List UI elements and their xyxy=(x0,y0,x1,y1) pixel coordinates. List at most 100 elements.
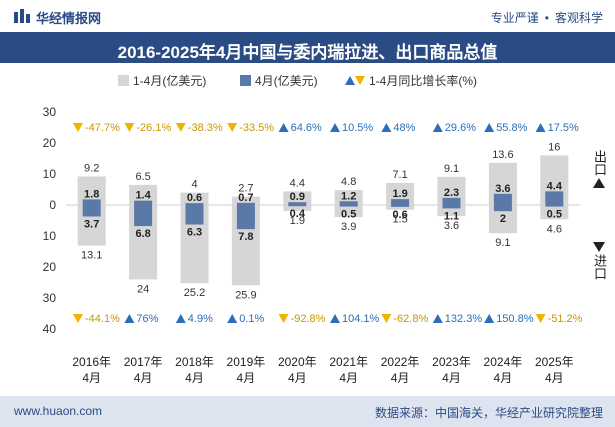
x-tick-label-line2: 4月 xyxy=(442,371,461,385)
x-tick-label-line2: 4月 xyxy=(237,371,256,385)
brand-logo-icon xyxy=(14,9,30,23)
title-bar: 2016-2025年4月中国与委内瑞拉进、出口商品总值 xyxy=(0,32,615,63)
export-growth-label: 64.6% xyxy=(291,122,322,134)
data-label-import-cumulative: 9.1 xyxy=(495,237,510,249)
tagline: 专业严谨 • 客观科学 xyxy=(491,9,603,26)
data-label-export-month: 1.8 xyxy=(84,188,99,200)
x-tick-label: 2021年 xyxy=(329,355,368,369)
data-label-import-cumulative: 24 xyxy=(137,283,149,295)
tagline-left: 专业严谨 xyxy=(490,11,539,25)
bar-export-month xyxy=(288,202,307,205)
bar-import-month xyxy=(339,205,358,207)
x-tick-label-line2: 4月 xyxy=(288,371,307,385)
bar-import-month xyxy=(82,205,101,217)
import-growth-label: -44.1% xyxy=(85,313,120,325)
data-label-export-cumulative: 4.8 xyxy=(341,176,356,188)
bar-import-month xyxy=(391,205,410,207)
data-label-export-month: 0.9 xyxy=(290,191,305,203)
tagline-separator: • xyxy=(544,11,549,25)
bar-export-month xyxy=(185,203,204,205)
legend-item-month: 4月(亿美元) xyxy=(240,72,318,89)
bar-import-month xyxy=(545,205,564,207)
bar-import-month xyxy=(288,205,307,207)
y-tick-label: 10 xyxy=(43,229,57,243)
bar-export-cumulative xyxy=(129,184,158,205)
growth-up-marker xyxy=(535,123,546,132)
import-growth-label: 0.1% xyxy=(239,313,264,325)
bar-export-cumulative xyxy=(231,196,260,205)
export-growth-label: 10.5% xyxy=(342,122,373,134)
x-tick-label-line2: 4月 xyxy=(339,371,358,385)
data-label-export-cumulative: 2.7 xyxy=(238,183,253,195)
import-label: 进口 xyxy=(592,254,607,280)
triangle-up-icon xyxy=(345,76,355,85)
export-side-label: 出口 xyxy=(591,150,607,188)
bar-import-month xyxy=(134,205,153,227)
bar-export-month xyxy=(545,191,564,205)
export-growth-label: -26.1% xyxy=(136,122,171,134)
legend-label-month: 4月(亿美元) xyxy=(255,74,318,88)
growth-down-marker xyxy=(381,314,392,323)
data-label-export-month: 1.9 xyxy=(392,188,407,200)
growth-down-marker xyxy=(535,314,546,323)
arrow-up-icon xyxy=(593,178,605,188)
import-growth-label: 4.9% xyxy=(188,313,213,325)
bar-import-cumulative xyxy=(386,205,415,210)
website-link[interactable]: www.huaon.com xyxy=(14,404,103,418)
bar-export-month xyxy=(442,197,461,205)
legend: 1-4月(亿美元) 4月(亿美元) 1-4月同比增长率(%) xyxy=(0,72,615,90)
data-label-export-month: 3.6 xyxy=(495,183,510,195)
bar-export-month xyxy=(236,202,255,205)
import-growth-label: 104.1% xyxy=(342,313,380,325)
import-growth-label: 150.8% xyxy=(496,313,534,325)
data-label-import-month: 7.8 xyxy=(238,231,253,243)
x-tick-label-line2: 4月 xyxy=(134,371,153,385)
x-tick-label: 2016年 xyxy=(72,355,111,369)
x-tick-label: 2017年 xyxy=(124,355,163,369)
x-tick-label: 2018年 xyxy=(175,355,214,369)
y-tick-label: 20 xyxy=(43,136,57,150)
bar-import-month xyxy=(236,205,255,230)
triangle-down-icon xyxy=(355,76,365,85)
bar-export-cumulative xyxy=(283,191,312,205)
bar-import-cumulative xyxy=(334,205,363,218)
y-tick-label: 10 xyxy=(43,167,57,181)
data-label-export-cumulative: 9.2 xyxy=(84,162,99,174)
import-growth-label: 132.3% xyxy=(445,313,483,325)
export-growth-label: -38.3% xyxy=(188,122,223,134)
legend-swatch-cumulative xyxy=(118,75,129,86)
y-tick-label: 30 xyxy=(43,291,57,305)
import-growth-label: 76% xyxy=(136,313,158,325)
y-tick-label: 0 xyxy=(49,198,56,212)
data-label-import-cumulative: 1.9 xyxy=(290,215,305,227)
bar-export-month xyxy=(134,200,153,205)
data-label-import-month: 0.6 xyxy=(392,209,407,221)
data-label-import-cumulative: 3.9 xyxy=(341,221,356,233)
data-source: 数据来源：中国海关，华经产业研究院整理 xyxy=(374,406,603,420)
legend-label-growth: 1-4月同比增长率(%) xyxy=(369,74,478,88)
bar-import-cumulative xyxy=(540,205,569,220)
chart-title: 2016-2025年4月中国与委内瑞拉进、出口商品总值 xyxy=(117,43,498,62)
legend-item-growth: 1-4月同比增长率(%) xyxy=(345,72,477,89)
data-label-import-month: 0.4 xyxy=(290,208,306,220)
x-tick-label-line2: 4月 xyxy=(82,371,101,385)
growth-up-marker xyxy=(227,314,238,323)
import-growth-label: -51.2% xyxy=(548,313,583,325)
export-label: 出口 xyxy=(592,150,607,176)
legend-label-cumulative: 1-4月(亿美元) xyxy=(133,74,207,88)
bar-export-month xyxy=(339,201,358,205)
data-label-import-month: 3.7 xyxy=(84,218,99,230)
data-label-import-month: 2 xyxy=(500,213,506,225)
data-label-import-cumulative: 4.6 xyxy=(547,223,562,235)
growth-down-marker xyxy=(73,314,83,323)
growth-up-marker xyxy=(278,123,289,132)
arrow-down-icon xyxy=(593,242,605,252)
x-tick-label: 2025年 xyxy=(535,355,574,369)
export-growth-label: 55.8% xyxy=(496,122,527,134)
x-tick-label: 2023年 xyxy=(432,355,471,369)
bar-import-month xyxy=(442,205,461,209)
growth-down-marker xyxy=(278,314,289,323)
export-growth-label: 48% xyxy=(393,122,415,134)
bar-export-cumulative xyxy=(180,192,209,205)
brand-name: 华经情报网 xyxy=(36,11,102,26)
